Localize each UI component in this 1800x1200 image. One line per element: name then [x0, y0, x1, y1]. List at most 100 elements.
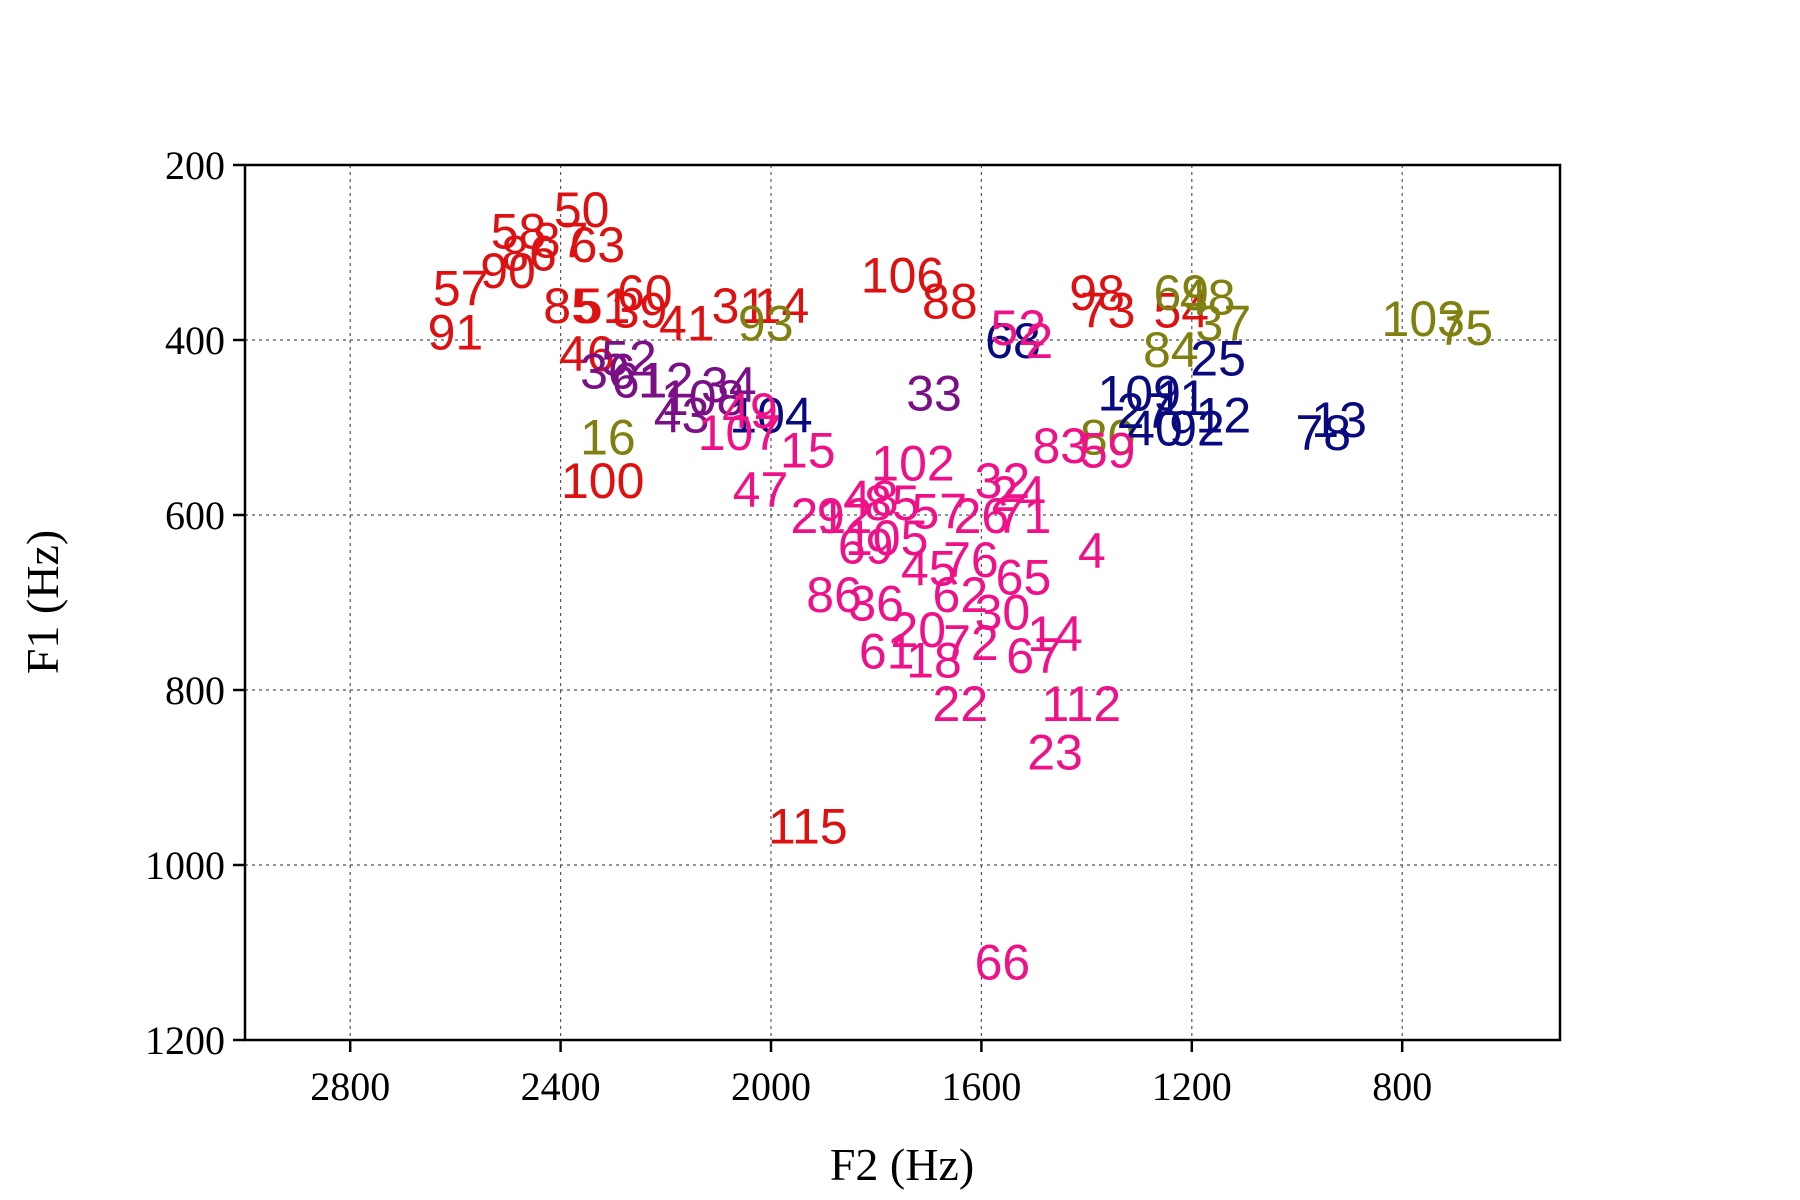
point-label-pink: 105	[845, 510, 928, 566]
point-label-pink: 2	[1025, 313, 1053, 369]
point-label-navy: 40	[1127, 401, 1183, 457]
point-label-pink: 76	[943, 532, 999, 588]
x-tick-label: 1200	[1152, 1064, 1232, 1109]
point-label-purple: 61	[612, 352, 668, 408]
point-label-red: 86	[501, 226, 557, 282]
point-label-olive: 103	[1382, 291, 1465, 347]
point-label-pink: 61	[859, 624, 915, 680]
point-label-pink: 69	[838, 519, 894, 575]
point-label-red: 98	[1069, 265, 1125, 321]
point-label-pink: 30	[975, 584, 1031, 640]
y-axis-ticks: 200 400 600 800 1000 1200	[145, 143, 245, 1063]
point-label-pink: 48	[843, 471, 899, 527]
point-label-olive: 48	[1180, 269, 1236, 325]
point-label-red: 87	[533, 212, 589, 268]
point-label-purple: 52	[601, 331, 657, 387]
point-label-red: 115	[768, 799, 848, 855]
point-label-pink: 49	[722, 383, 778, 439]
point-label-red: 58	[491, 204, 547, 260]
point-label-red: 51	[575, 278, 631, 334]
point-label-red: 31	[712, 278, 768, 334]
point-label-pink: 71	[996, 488, 1052, 544]
x-tick-label: 2400	[521, 1064, 601, 1109]
point-label-navy: 104	[729, 387, 812, 443]
point-label-red: 90	[480, 243, 536, 299]
x-tick-label: 2800	[310, 1064, 390, 1109]
point-label-olive: 93	[738, 296, 794, 352]
point-label-pink: 62	[933, 567, 989, 623]
point-label-purple: 34	[701, 357, 757, 413]
point-label-red: 46	[559, 326, 615, 382]
grid-lines	[245, 165, 1560, 1040]
point-label-pink: 20	[890, 602, 946, 658]
point-label-red: 91	[428, 304, 484, 360]
point-label-pink: 107	[698, 405, 781, 461]
x-tick-label: 1600	[941, 1064, 1021, 1109]
point-label-pink: 45	[901, 541, 957, 597]
point-label-red: 54	[1153, 282, 1209, 338]
point-label-pink: 66	[975, 934, 1031, 990]
point-label-pink: 15	[780, 422, 836, 478]
point-label-pink: 4	[1078, 523, 1106, 579]
point-label-pink: 83	[1032, 418, 1088, 474]
point-label-navy: 12	[1196, 387, 1252, 443]
point-label-purple: 33	[906, 366, 962, 422]
point-label-olive: 69	[1153, 265, 1209, 321]
y-tick-label: 600	[165, 493, 225, 538]
point-label-purple: 36	[580, 344, 636, 400]
point-label-olive: 37	[1196, 296, 1252, 352]
point-label-pink: 92	[817, 488, 873, 544]
point-label-purple: 108	[661, 370, 744, 426]
y-axis-title: F1 (Hz)	[17, 530, 68, 674]
point-label-olive: 84	[1143, 322, 1199, 378]
point-label-red: 41	[659, 296, 715, 352]
point-label-pink: 36	[848, 576, 904, 632]
y-tick-label: 400	[165, 318, 225, 363]
plot-frame	[243, 163, 1562, 1042]
point-label-pink: 32	[975, 453, 1031, 509]
y-tick-label: 200	[165, 143, 225, 188]
point-label-navy: 25	[1190, 331, 1246, 387]
point-label-pink: 85	[864, 475, 920, 531]
point-label-red: 39	[612, 282, 668, 338]
point-label-pink: 72	[943, 615, 999, 671]
point-label-red: 85	[543, 278, 599, 334]
point-label-pink: 26	[954, 488, 1010, 544]
point-label-red: 50	[554, 182, 610, 238]
y-tick-label: 1000	[145, 843, 225, 888]
x-axis-ticks: 2800 2400 2000 1600 1200 800	[310, 1040, 1432, 1109]
point-label-red: 106	[861, 247, 944, 303]
point-label-pink: 112	[1041, 676, 1121, 732]
point-label-purple: 12	[638, 352, 694, 408]
point-label-pink: 18	[906, 632, 962, 688]
point-label-pink: 47	[733, 462, 789, 518]
point-label-navy: 92	[1169, 401, 1225, 457]
point-label-pink: 59	[1080, 422, 1136, 478]
point-label-olive: 75	[1438, 300, 1494, 356]
point-label-navy: 78	[1295, 405, 1351, 461]
point-label-navy: 11	[1155, 370, 1207, 426]
x-tick-label: 2000	[731, 1064, 811, 1109]
point-label-red: 88	[922, 274, 978, 330]
point-label-pink: 24	[990, 466, 1046, 522]
point-label-pink: 86	[806, 567, 862, 623]
x-tick-label: 800	[1372, 1064, 1432, 1109]
point-label-navy: 109	[1097, 366, 1180, 422]
point-label-olive: 80	[1080, 409, 1136, 465]
point-label-red: 63	[570, 217, 626, 273]
point-label-navy: 68	[985, 313, 1041, 369]
point-label-olive: 16	[580, 409, 636, 465]
point-label-pink: 22	[933, 676, 989, 732]
x-axis-title: F2 (Hz)	[830, 1139, 974, 1190]
y-tick-label: 800	[165, 668, 225, 713]
point-label-navy: 13	[1311, 392, 1367, 448]
point-label-pink: 102	[871, 436, 954, 492]
point-label-pink: 23	[1027, 724, 1083, 780]
point-label-red: 73	[1080, 282, 1136, 338]
point-label-red: 14	[754, 278, 810, 334]
point-label-pink: 14	[1027, 606, 1083, 662]
point-label-red: 60	[617, 265, 673, 321]
point-label-navy: 27	[1117, 383, 1173, 439]
